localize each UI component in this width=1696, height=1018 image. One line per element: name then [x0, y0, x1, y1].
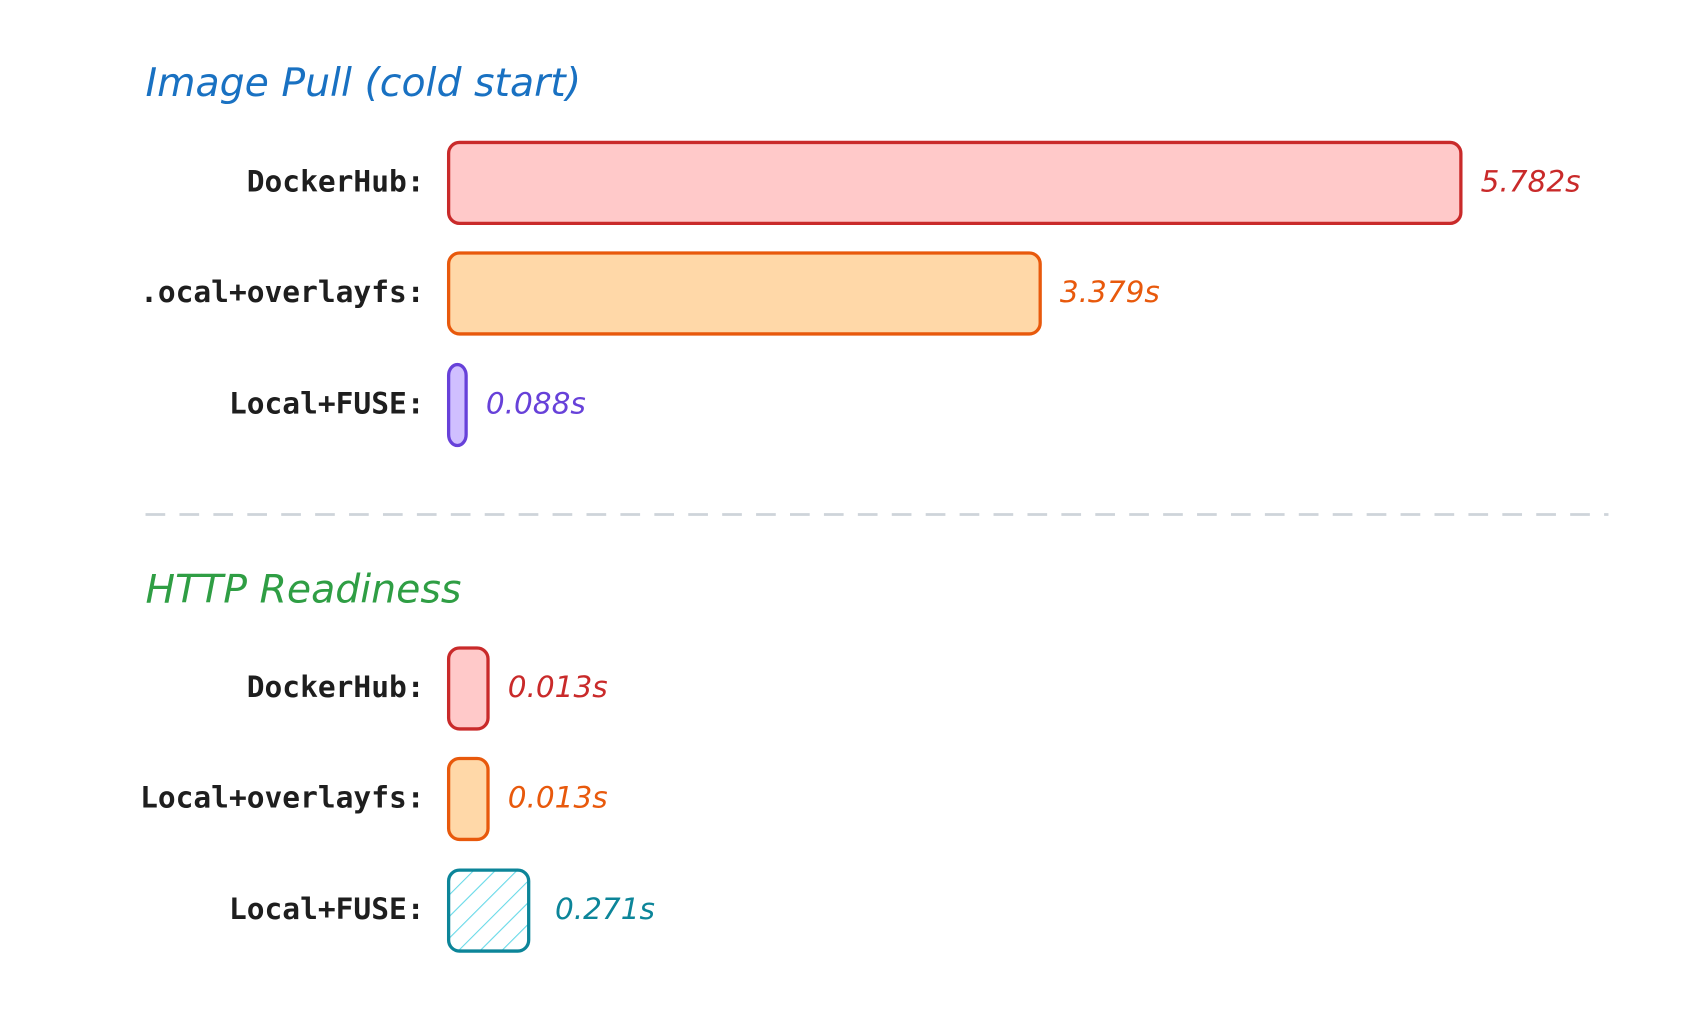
value-label: 3.379s [1060, 275, 1160, 309]
bar [446, 868, 531, 953]
chart-title: Image Pull (cold start) [146, 60, 582, 106]
value-label: 0.013s [508, 670, 608, 704]
category-label: Local+overlayfs: [140, 780, 424, 814]
chart-title: HTTP Readiness [146, 567, 462, 613]
category-label: Local+FUSE: [229, 387, 425, 421]
bar [446, 646, 490, 731]
category-label: DockerHub: [247, 670, 425, 704]
category-label: DockerHub: [247, 164, 425, 198]
category-label: Local+FUSE: [229, 892, 425, 926]
category-label: .ocal+overlayfs: [140, 275, 424, 309]
bar [446, 756, 490, 842]
bar [446, 362, 468, 448]
value-label: 5.782s [1481, 164, 1581, 198]
bar [446, 140, 1463, 226]
value-label: 0.013s [508, 780, 608, 814]
value-label: 0.088s [486, 387, 586, 421]
bar [446, 251, 1042, 336]
value-label: 0.271s [555, 892, 655, 926]
